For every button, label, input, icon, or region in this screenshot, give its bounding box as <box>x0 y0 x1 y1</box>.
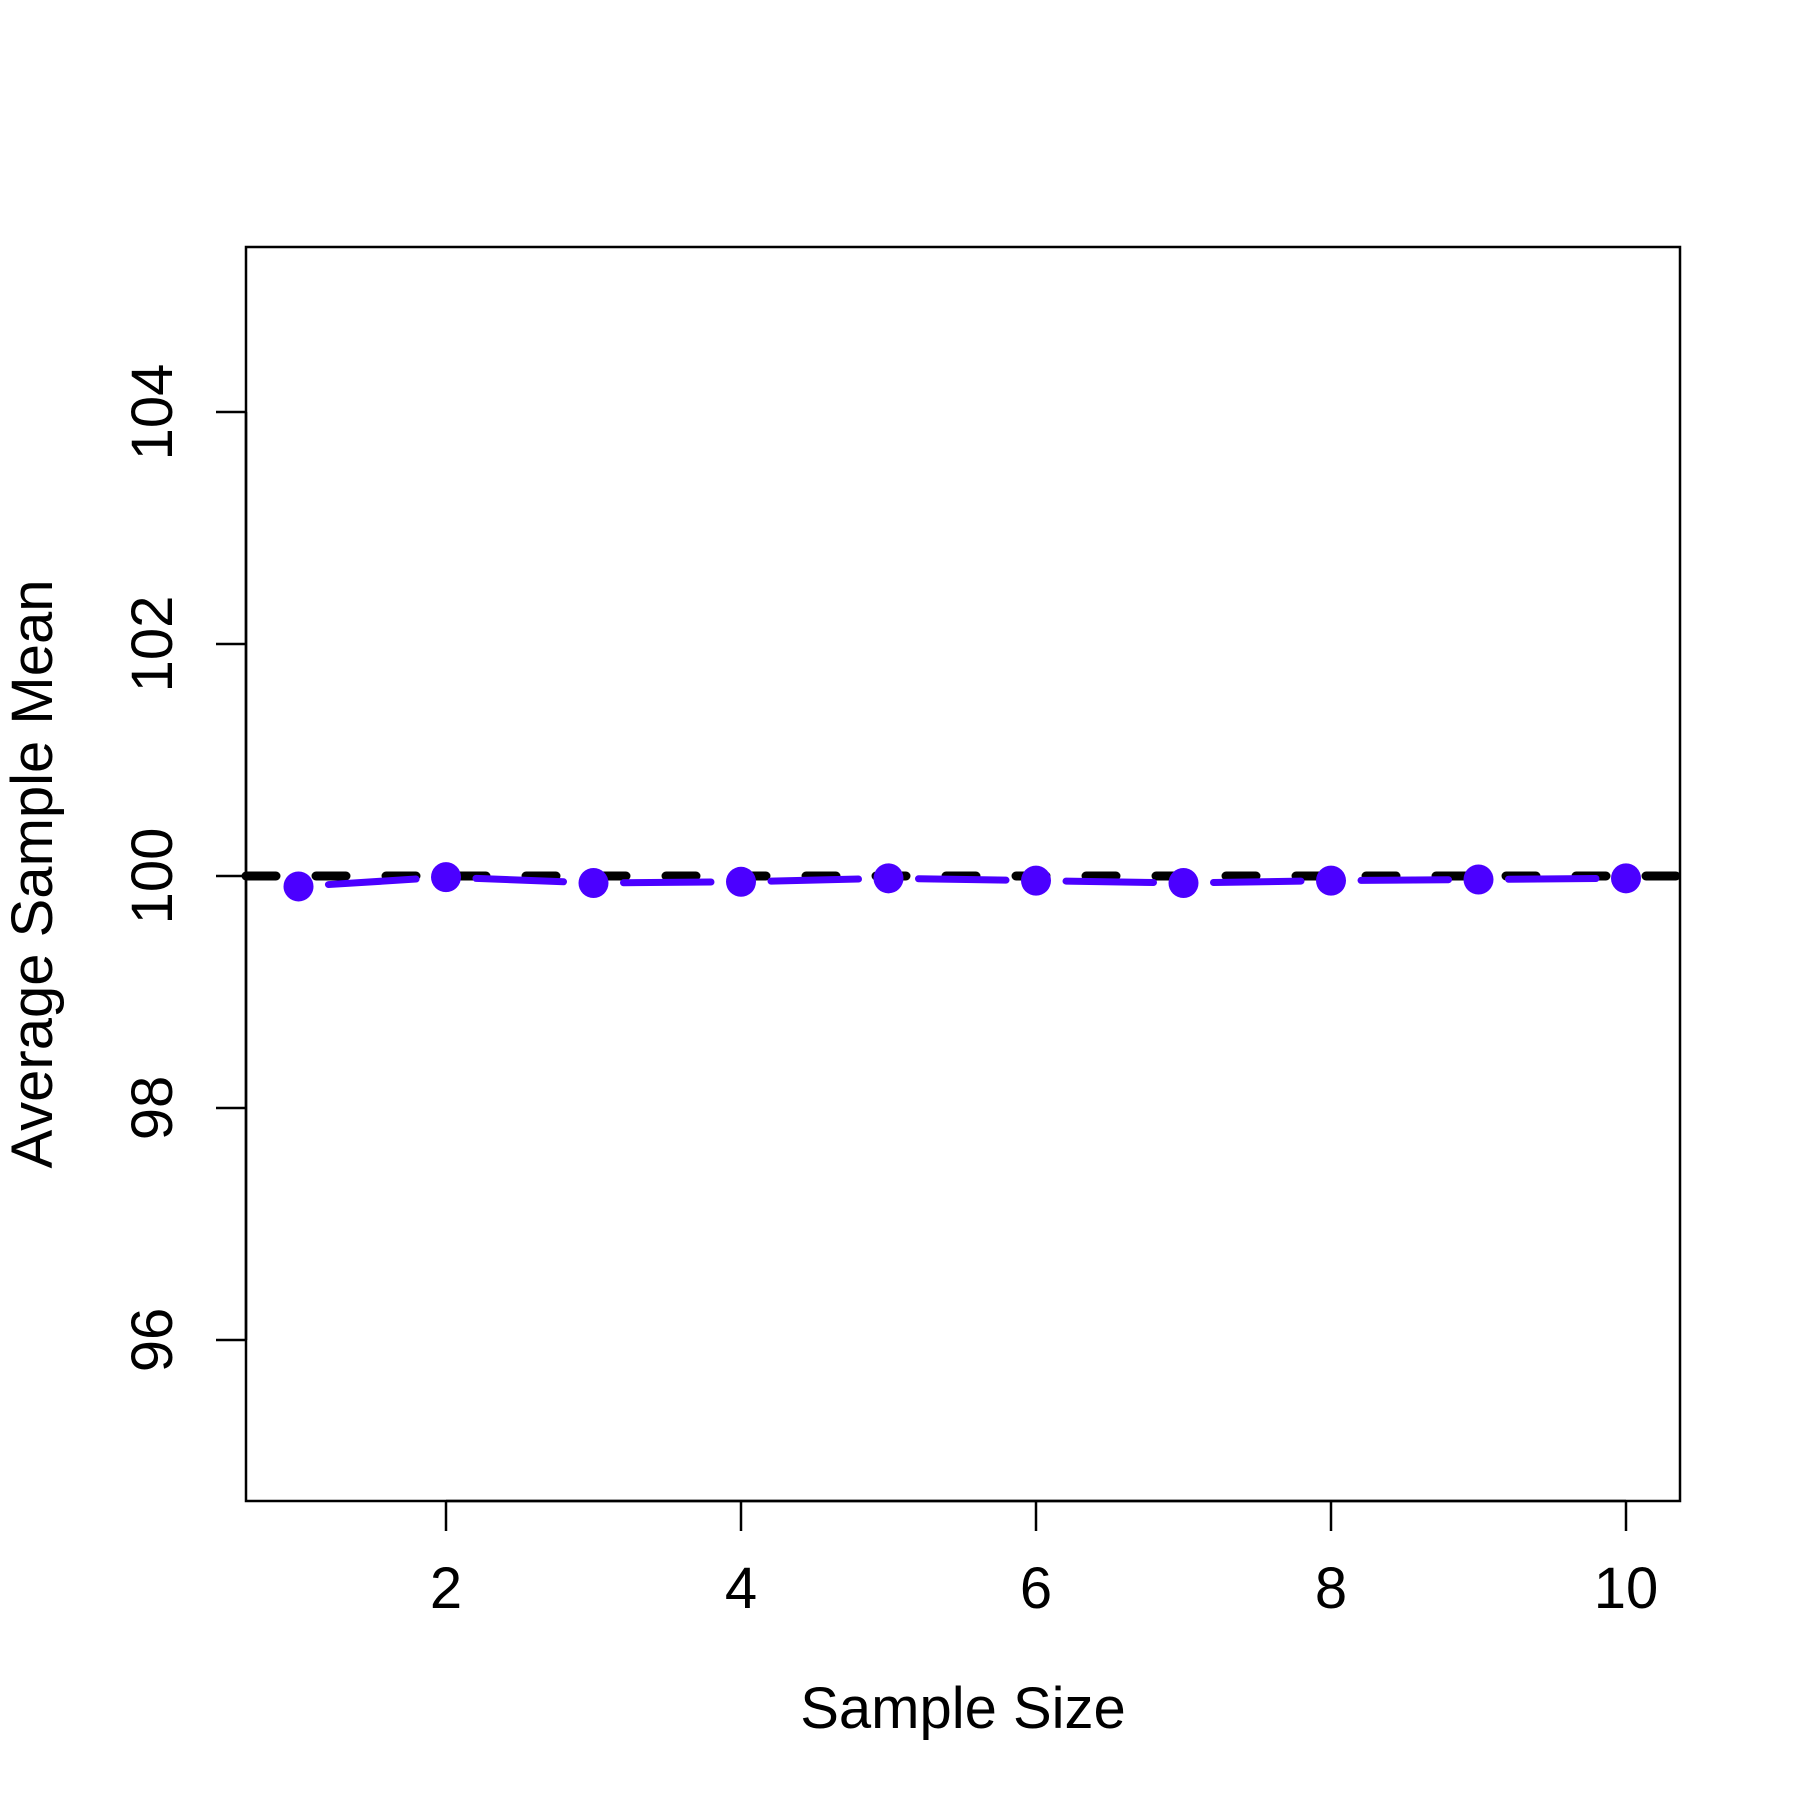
data-point <box>726 866 756 897</box>
data-point <box>1168 867 1199 898</box>
series-segment <box>1209 877 1305 886</box>
y-tick-label: 98 <box>120 1076 185 1141</box>
series-segment <box>324 875 420 889</box>
x-tick-label: 10 <box>1594 1556 1659 1621</box>
data-point <box>431 862 461 893</box>
data-point <box>1021 865 1051 896</box>
data-point <box>1463 864 1494 895</box>
x-tick-label: 4 <box>725 1556 757 1621</box>
data-point <box>873 863 904 894</box>
data-point <box>1611 863 1641 894</box>
y-axis: 96 98 100 102 104 <box>120 364 248 1373</box>
y-tick-label: 96 <box>120 1308 185 1373</box>
data-point <box>283 871 314 902</box>
x-axis: 2 4 6 8 10 <box>430 1499 1659 1621</box>
data-point <box>1316 865 1346 896</box>
series-segment <box>619 878 715 887</box>
series-segment <box>1062 877 1158 886</box>
series-segment <box>472 874 568 886</box>
y-tick-label: 100 <box>120 828 185 925</box>
series-segment <box>767 875 863 885</box>
series-line <box>324 874 1600 889</box>
data-point <box>578 867 609 898</box>
y-axis-label: Average Sample Mean <box>0 580 65 1169</box>
series-segment <box>1357 876 1453 884</box>
x-tick-label: 6 <box>1020 1556 1052 1621</box>
x-tick-label: 2 <box>430 1556 462 1621</box>
series-segment <box>914 875 1010 884</box>
y-tick-label: 102 <box>120 596 185 693</box>
x-axis-label: Sample Size <box>800 1676 1126 1741</box>
y-tick-label: 104 <box>120 364 185 461</box>
series-points <box>283 862 1641 902</box>
x-tick-label: 8 <box>1315 1556 1347 1621</box>
series-segment <box>1504 875 1600 883</box>
